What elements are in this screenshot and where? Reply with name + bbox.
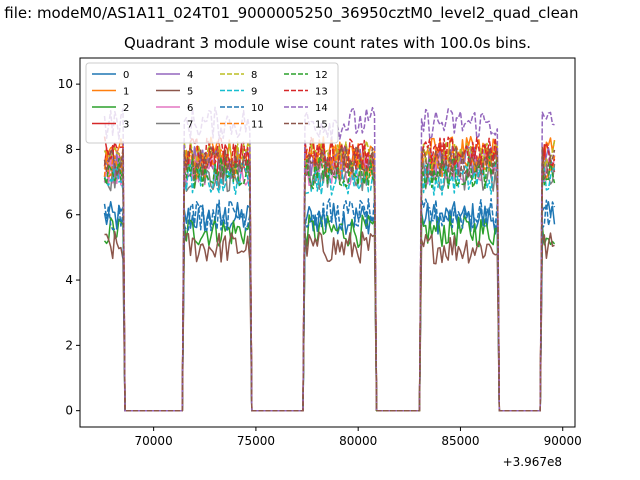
y-tick-label: 4: [65, 273, 73, 287]
x-offset-label: +3.967e8: [503, 455, 562, 469]
series-line-0: [103, 201, 556, 412]
legend-label-12: 12: [315, 70, 328, 81]
legend-label-15: 15: [315, 120, 328, 131]
legend-label-5: 5: [187, 87, 193, 98]
x-tick-label: 80000: [339, 434, 377, 448]
series-line-15: [103, 145, 556, 412]
legend-label-14: 14: [315, 103, 328, 114]
x-axis: 70000 75000 80000 85000 90000: [135, 427, 582, 448]
legend-label-7: 7: [187, 120, 193, 131]
legend-label-3: 3: [123, 120, 129, 131]
y-tick-label: 8: [65, 142, 73, 156]
series-line-13: [103, 136, 556, 412]
legend-box: [85, 62, 339, 144]
x-tick-label: 75000: [237, 434, 275, 448]
series-line-5: [104, 230, 555, 412]
y-tick-label: 10: [58, 77, 73, 91]
legend-label-1: 1: [123, 87, 129, 98]
x-tick-label: 85000: [441, 434, 479, 448]
legend-label-4: 4: [187, 70, 193, 81]
x-tick-label: 70000: [135, 434, 173, 448]
legend-label-8: 8: [251, 70, 257, 81]
series-line-7: [104, 158, 556, 412]
series-line-12: [103, 155, 556, 412]
series-lines: [103, 106, 556, 412]
x-tick-label: 90000: [544, 434, 582, 448]
legend-label-9: 9: [251, 87, 257, 98]
legend-label-11: 11: [251, 120, 264, 131]
legend-label-13: 13: [315, 87, 328, 98]
figure-suptitle: n file: modeM0/AS1A11_024T01_9000005250_…: [0, 4, 579, 22]
y-axis: 0 2 4 6 8 10: [58, 77, 80, 418]
plot-area-frame: [79, 57, 576, 428]
series-line-6: [103, 152, 556, 412]
y-tick-label: 0: [65, 404, 73, 418]
legend-label-6: 6: [187, 103, 193, 114]
legend-label-0: 0: [123, 70, 129, 81]
legend-label-2: 2: [123, 103, 129, 114]
legend-label-10: 10: [251, 103, 264, 114]
chart-title: Quadrant 3 module wise count rates with …: [123, 34, 532, 52]
y-tick-label: 6: [65, 208, 73, 222]
y-tick-label: 2: [65, 338, 73, 352]
series-line-3: [103, 143, 556, 412]
